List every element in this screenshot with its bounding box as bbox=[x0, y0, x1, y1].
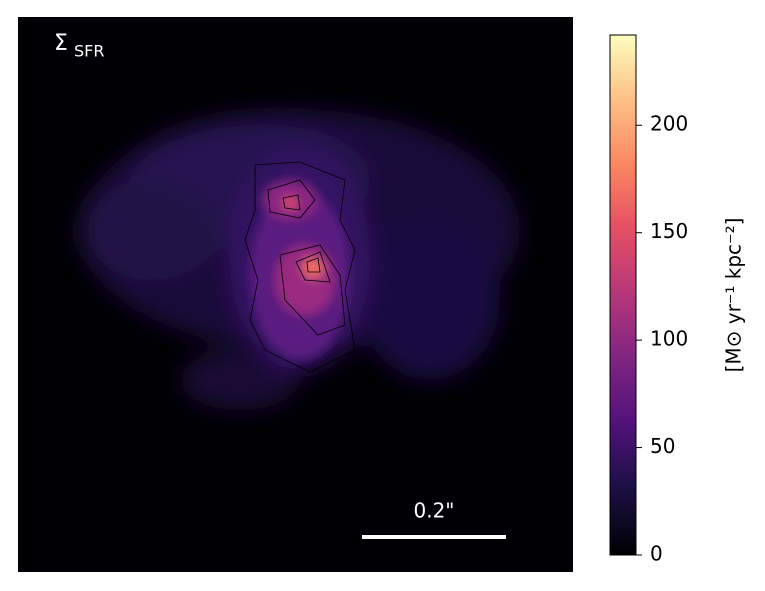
colorbar-tick-label: 150 bbox=[650, 219, 688, 243]
colorbar-tick-label: 50 bbox=[650, 434, 675, 458]
colorbar-ramp bbox=[609, 34, 637, 556]
map-title: Σ bbox=[54, 31, 68, 56]
contours bbox=[244, 161, 356, 373]
map-panel: Σ SFR 0.2" bbox=[18, 17, 573, 572]
colorbar-label: [M⊙ yr⁻¹ kpc⁻²] bbox=[722, 218, 746, 373]
emission bbox=[80, 110, 520, 410]
colorbar-tick-label: 200 bbox=[650, 112, 688, 136]
colorbar-tick-label: 100 bbox=[650, 327, 688, 351]
colorbar-tick-label: 0 bbox=[650, 542, 663, 566]
map-title-subscript: SFR bbox=[74, 42, 104, 61]
colorbar: [M⊙ yr⁻¹ kpc⁻²] 0 50 100 150 200 bbox=[609, 34, 746, 566]
scale-bar-label: 0.2" bbox=[413, 499, 454, 523]
